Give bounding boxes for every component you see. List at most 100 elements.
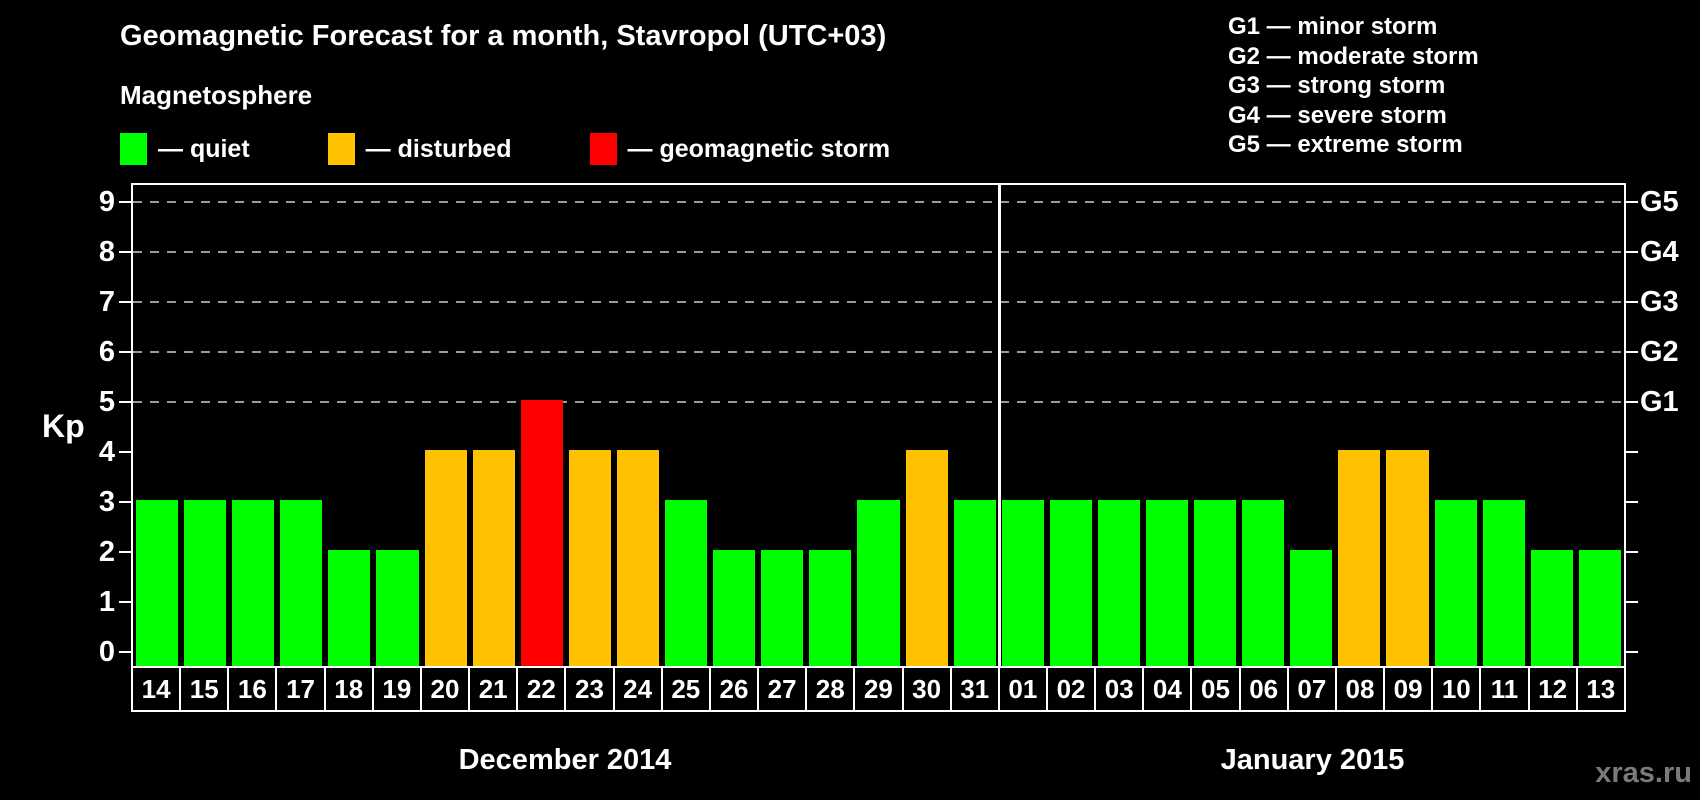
kp-bar-day-11 — [1482, 500, 1525, 666]
day-label-12: 12 — [1527, 666, 1578, 712]
right-axis-label-g2: G2 — [1640, 336, 1679, 368]
kp-bar-day-24 — [616, 450, 660, 666]
bar-column-day-11 — [1480, 185, 1528, 666]
plot-area: 0 1 2 3 4 5 6 7 8 9 G5 G4 G3 G2 G1 14 15 16 17 18 19 20 21 22 2… — [99, 183, 1679, 776]
bar-column-day-12 — [1528, 185, 1576, 666]
bar-column-day-05 — [1191, 185, 1239, 666]
right-axis-tick — [1626, 251, 1638, 253]
right-axis-label-g3: G3 — [1640, 286, 1679, 318]
y-tick-label-2: 2 — [98, 536, 115, 568]
kp-bar-day-29 — [857, 500, 900, 666]
kp-bar-day-05 — [1194, 500, 1237, 666]
kp-bar-day-14 — [136, 500, 179, 666]
legend-label-storm: — geomagnetic storm — [627, 134, 891, 163]
day-label-29: 29 — [853, 666, 904, 712]
day-label-03: 03 — [1094, 666, 1145, 712]
day-label-16: 16 — [227, 666, 278, 712]
y-tick-label-0: 0 — [98, 636, 115, 668]
y-axis-tick — [119, 651, 131, 653]
gridline-kp-5 — [133, 401, 1624, 403]
legend-label-disturbed: — disturbed — [365, 134, 512, 163]
bar-column-day-01 — [999, 185, 1047, 666]
bar-column-day-04 — [1143, 185, 1191, 666]
bar-column-day-18 — [325, 185, 373, 666]
right-axis-label-g4: G4 — [1640, 236, 1679, 268]
watermark: xras.ru — [1595, 757, 1692, 789]
bar-column-day-19 — [373, 185, 421, 666]
legend-label-quiet: — quiet — [158, 134, 250, 163]
day-label-14: 14 — [131, 666, 182, 712]
right-axis-label-g5: G5 — [1640, 186, 1679, 218]
day-label-19: 19 — [371, 666, 422, 712]
bar-column-day-20 — [422, 185, 470, 666]
bar-column-day-27 — [758, 185, 806, 666]
day-label-31: 31 — [949, 666, 1000, 712]
y-tick-label-4: 4 — [98, 436, 115, 468]
bar-column-day-17 — [277, 185, 325, 666]
y-tick-label-9: 9 — [98, 186, 115, 218]
y-tick-label-5: 5 — [98, 386, 115, 418]
bar-column-day-26 — [710, 185, 758, 666]
right-axis-tick — [1626, 201, 1638, 203]
month-label: December 2014 — [458, 744, 672, 776]
kp-bar-day-30 — [905, 450, 948, 666]
kp-bar-day-09 — [1386, 450, 1429, 666]
day-label-09: 09 — [1383, 666, 1434, 712]
bar-column-day-14 — [133, 185, 181, 666]
kp-bar-day-16 — [232, 500, 275, 666]
legend-item-storm: — geomagnetic storm — [589, 133, 891, 165]
bar-column-day-29 — [854, 185, 902, 666]
magnetosphere-legend: — quiet — disturbed — geomagnetic storm — [120, 133, 968, 165]
y-axis-tick — [119, 351, 131, 353]
bar-column-day-03 — [1095, 185, 1143, 666]
right-axis-tick — [1626, 551, 1638, 553]
legend-swatch-disturbed-icon — [327, 133, 355, 165]
y-tick-label-3: 3 — [98, 486, 115, 518]
kp-bar-day-03 — [1097, 500, 1140, 666]
y-axis-tick — [119, 301, 131, 303]
right-axis-label-g1: G1 — [1640, 386, 1679, 418]
bars-layer — [133, 185, 1624, 666]
kp-bar-day-01 — [1001, 500, 1044, 666]
g-scale-legend-line: G2 — moderate storm — [1228, 42, 1479, 70]
y-axis-tick — [119, 551, 131, 553]
day-label-10: 10 — [1431, 666, 1482, 712]
kp-bar-day-02 — [1049, 500, 1092, 666]
gridline-kp-9 — [133, 201, 1624, 203]
kp-bar-day-06 — [1242, 500, 1285, 666]
y-tick-label-1: 1 — [98, 586, 115, 618]
day-label-02: 02 — [1045, 666, 1097, 712]
bar-column-day-28 — [806, 185, 854, 666]
bar-column-day-22 — [518, 185, 566, 666]
g-scale-legend-line: G3 — strong storm — [1228, 72, 1446, 99]
day-label-04: 04 — [1142, 666, 1193, 712]
legend-swatch-quiet-icon — [120, 133, 147, 165]
day-label-07: 07 — [1286, 666, 1337, 712]
right-axis-tick — [1626, 401, 1638, 403]
month-labels-row: December 2014 January 2015 — [131, 712, 1626, 777]
kp-bar-day-17 — [280, 500, 323, 666]
bar-column-day-09 — [1383, 185, 1431, 666]
y-tick-label-6: 6 — [98, 336, 115, 368]
kp-bar-day-20 — [424, 450, 467, 666]
y-axis-tick — [119, 451, 131, 453]
y-axis-tick — [119, 601, 131, 603]
right-axis-tick — [1626, 651, 1638, 653]
day-label-06: 06 — [1238, 666, 1289, 712]
legend-swatch-storm-icon — [589, 133, 617, 165]
kp-bar-day-28 — [809, 550, 852, 666]
gridline-kp-7 — [133, 301, 1624, 303]
kp-bar-day-08 — [1338, 450, 1381, 666]
y-axis-tick — [119, 251, 131, 253]
bar-column-day-10 — [1432, 185, 1480, 666]
kp-bar-day-31 — [953, 500, 996, 666]
kp-bar-day-27 — [761, 550, 804, 666]
legend-item-disturbed: — disturbed — [327, 133, 512, 165]
kp-bar-day-18 — [328, 550, 371, 666]
kp-bar-day-13 — [1578, 550, 1621, 666]
bar-column-day-30 — [903, 185, 951, 666]
day-label-08: 08 — [1334, 666, 1386, 712]
right-axis-tick — [1626, 501, 1638, 503]
day-label-28: 28 — [805, 666, 856, 712]
